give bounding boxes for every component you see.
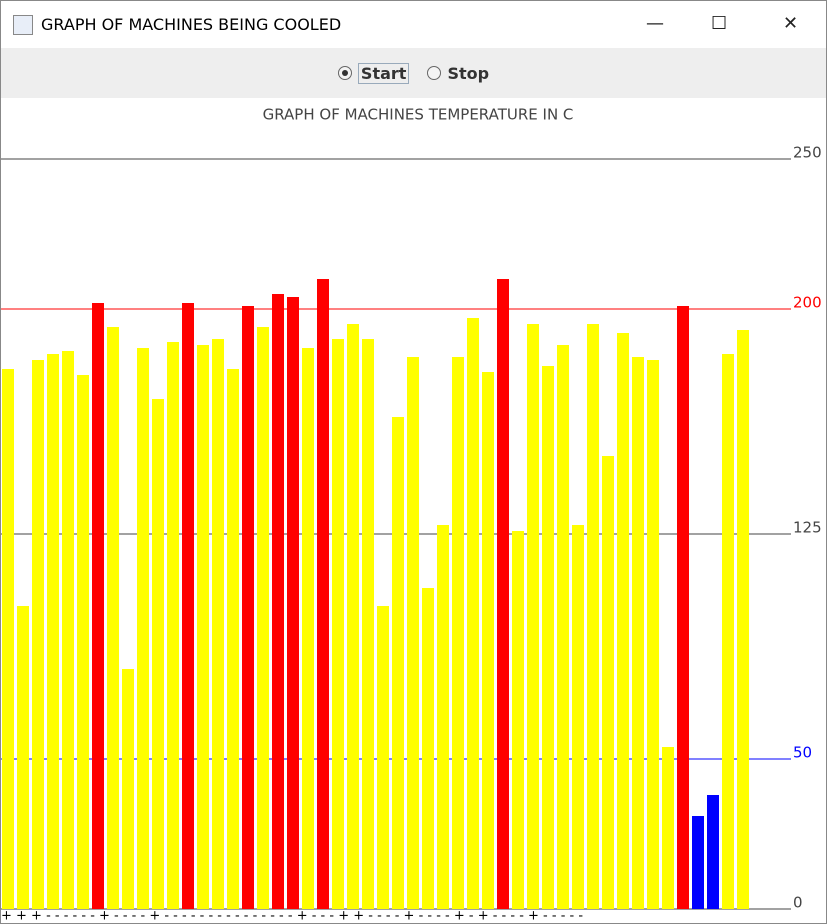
app-icon	[13, 14, 33, 35]
bar	[212, 339, 224, 909]
radio-label: Start	[357, 62, 410, 84]
bar	[227, 369, 239, 909]
bar	[47, 354, 59, 909]
bar	[452, 357, 464, 909]
bar	[407, 357, 419, 909]
bar	[197, 345, 209, 909]
bar	[527, 324, 539, 909]
bar	[332, 339, 344, 909]
bar	[272, 294, 284, 909]
bar	[152, 399, 164, 909]
y-tick-label: 0	[793, 894, 803, 912]
bar	[167, 342, 179, 909]
bar	[467, 318, 479, 909]
radio-start[interactable]: Start	[337, 62, 410, 84]
bar	[362, 339, 374, 909]
bar	[512, 531, 524, 909]
bar	[317, 279, 329, 909]
bar	[347, 324, 359, 909]
title-bar: GRAPH OF MACHINES BEING COOLED — ☐ ✕	[1, 1, 826, 48]
y-tick-label: 250	[793, 144, 822, 162]
close-button[interactable]: ✕	[783, 13, 799, 34]
bar	[602, 456, 614, 909]
bar	[437, 525, 449, 909]
bar	[662, 747, 674, 909]
bar	[422, 588, 434, 909]
bar	[257, 327, 269, 909]
bar	[617, 333, 629, 909]
bar	[182, 303, 194, 909]
bar	[107, 327, 119, 909]
chart-title: GRAPH OF MACHINES TEMPERATURE IN C	[263, 106, 574, 124]
bar	[32, 360, 44, 909]
chart: GRAPH OF MACHINES TEMPERATURE IN C + + +…	[1, 106, 822, 924]
bar	[587, 324, 599, 909]
y-tick-label: 200	[793, 294, 822, 312]
y-tick-label: 125	[793, 519, 822, 537]
bar	[647, 360, 659, 909]
radio-indicator	[337, 66, 352, 80]
bar	[2, 369, 14, 909]
y-tick-label: 50	[793, 744, 812, 762]
radio-indicator	[427, 66, 442, 80]
bar	[722, 354, 734, 909]
bar	[62, 351, 74, 909]
bar	[497, 279, 509, 909]
bar	[542, 366, 554, 909]
radio-stop[interactable]: Stop	[427, 64, 489, 83]
bar	[17, 606, 29, 909]
bar	[557, 345, 569, 909]
bar	[737, 330, 749, 909]
toolbar: Start Stop	[1, 48, 826, 98]
bar	[692, 816, 704, 909]
bar	[632, 357, 644, 909]
bar	[92, 303, 104, 909]
bar	[137, 348, 149, 909]
bar	[122, 669, 134, 909]
radio-label: Stop	[447, 63, 490, 83]
minimize-button[interactable]: —	[646, 13, 664, 34]
bar	[287, 297, 299, 909]
bar	[377, 606, 389, 909]
bar	[677, 306, 689, 909]
bar	[77, 375, 89, 909]
bar	[482, 372, 494, 909]
bar	[572, 525, 584, 909]
footer-marks: + + + - - - - - - + - - - - + - - - - - …	[1, 909, 583, 924]
maximize-button[interactable]: ☐	[711, 13, 728, 34]
bar	[242, 306, 254, 909]
bar	[707, 795, 719, 909]
bar	[302, 348, 314, 909]
bar	[392, 417, 404, 909]
window-title: GRAPH OF MACHINES BEING COOLED	[41, 15, 342, 34]
